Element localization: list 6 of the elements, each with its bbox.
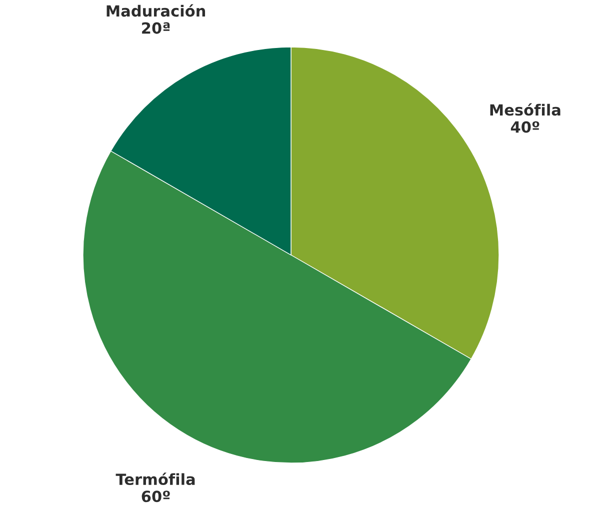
data-label: 40º — [510, 121, 540, 133]
slice-label: Maduración — [106, 4, 206, 17]
slice-label: Termófila — [116, 472, 195, 486]
data-label: 60º — [142, 490, 170, 502]
data-label: 20ª — [142, 22, 170, 34]
slice-label: Mesófila — [490, 103, 560, 116]
